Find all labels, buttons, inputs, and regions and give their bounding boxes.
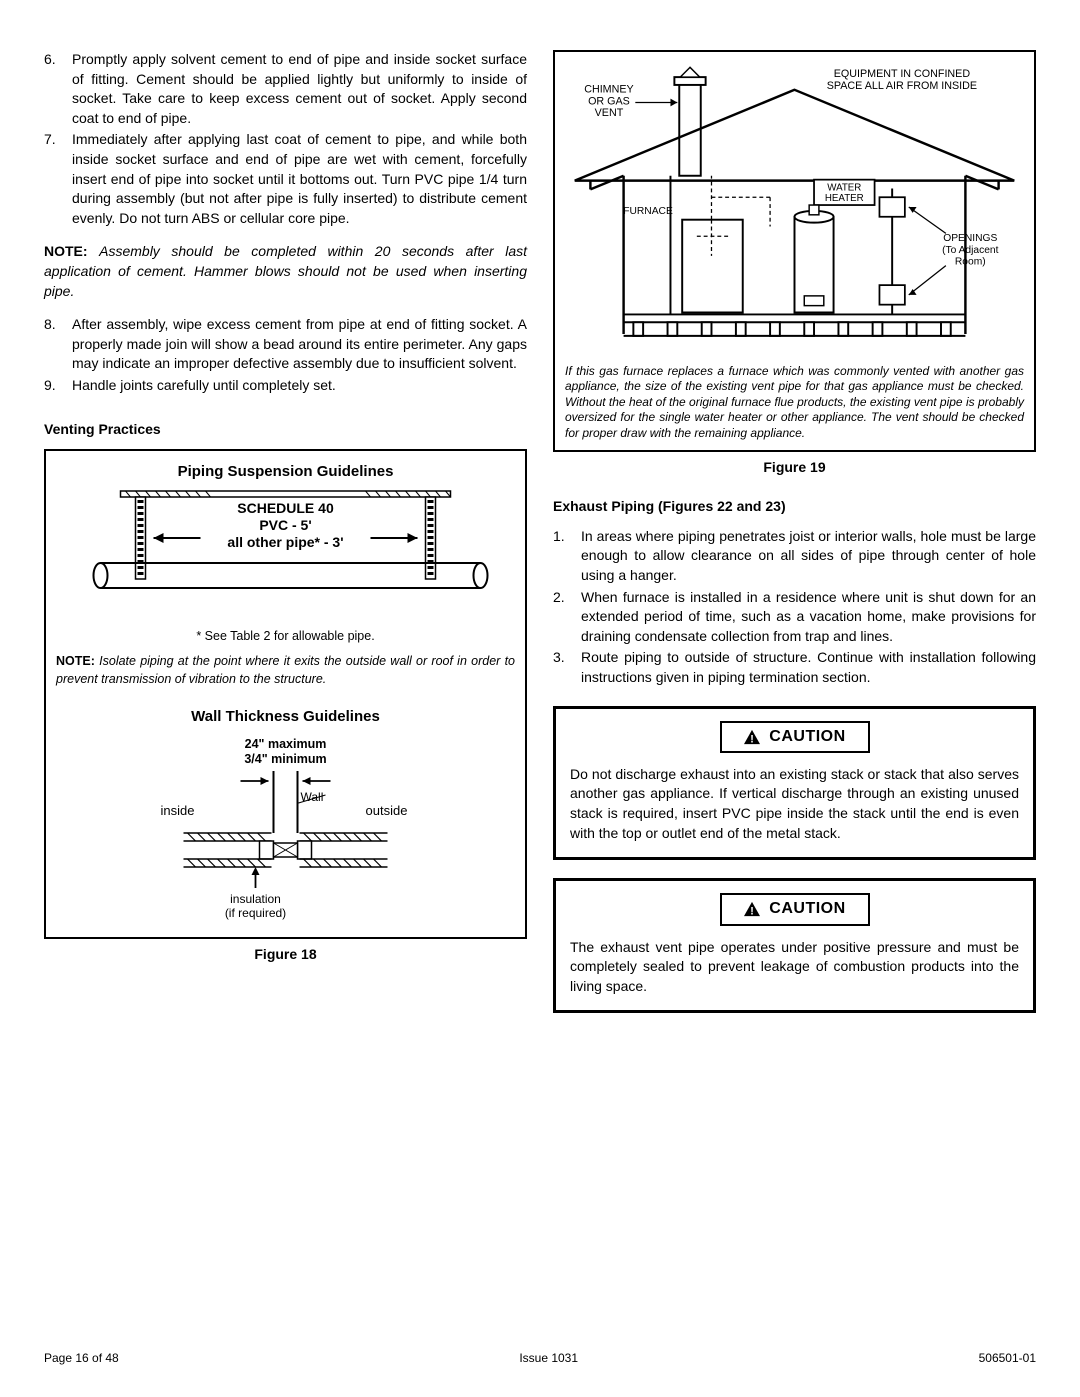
note-text: Assembly should be completed within 20 s… <box>44 243 527 298</box>
wall-thickness-title: Wall Thickness Guidelines <box>56 706 515 727</box>
piping-suspension-title: Piping Suspension Guidelines <box>56 461 515 482</box>
item-text: In areas where piping penetrates joist o… <box>581 527 1036 586</box>
openings-label-2: (To Adjacent <box>942 245 999 256</box>
inside-label: inside <box>161 803 195 818</box>
list-item: 7. Immediately after applying last coat … <box>44 130 527 228</box>
list-item: 6. Promptly apply solvent cement to end … <box>44 50 527 128</box>
caution-box-1: ! CAUTION Do not discharge exhaust into … <box>553 706 1036 861</box>
list-item: 8. After assembly, wipe excess cement fr… <box>44 315 527 374</box>
pvc-label: PVC - 5' <box>259 517 311 533</box>
max-label: 24" maximum <box>245 737 327 751</box>
isolate-text: Isolate piping at the point where it exi… <box>56 654 515 686</box>
exhaust-piping-heading: Exhaust Piping (Figures 22 and 23) <box>553 497 1036 517</box>
piping-diagram: SCHEDULE 40 PVC - 5' all other pipe* - 3… <box>56 488 515 618</box>
figure-19-box: CHIMNEY OR GAS VENT EQUIPMENT IN CONFINE… <box>553 50 1036 452</box>
warning-icon: ! <box>743 901 761 917</box>
figure-18-box: Piping Suspension Guidelines SCHEDULE <box>44 449 527 939</box>
warning-icon: ! <box>743 729 761 745</box>
assembly-note: NOTE: Assembly should be completed withi… <box>44 242 527 301</box>
equip-label-2: SPACE ALL AIR FROM INSIDE <box>827 80 977 92</box>
footer-issue: Issue 1031 <box>519 1350 578 1367</box>
footer-docnum: 506501-01 <box>979 1350 1036 1367</box>
assembly-steps-list-a: 6. Promptly apply solvent cement to end … <box>44 50 527 228</box>
caution-header: ! CAUTION <box>720 721 870 753</box>
left-column: 6. Promptly apply solvent cement to end … <box>44 50 527 1031</box>
svg-text:!: ! <box>751 906 755 918</box>
item-number: 9. <box>44 376 72 396</box>
item-number: 2. <box>553 588 581 647</box>
other-pipe-label: all other pipe* - 3' <box>227 534 343 550</box>
caution-box-2: ! CAUTION The exhaust vent pipe operates… <box>553 878 1036 1013</box>
page-footer: Page 16 of 48 Issue 1031 506501-01 <box>44 1350 1036 1367</box>
isolate-note: NOTE: Isolate piping at the point where … <box>56 653 515 688</box>
openings-label-3: Room) <box>955 257 986 268</box>
see-table-note: * See Table 2 for allowable pipe. <box>56 628 515 646</box>
item-number: 3. <box>553 648 581 687</box>
insulation-required-label: (if required) <box>225 906 286 920</box>
caution-header: ! CAUTION <box>720 893 870 925</box>
furnace-label: FURNACE <box>623 206 673 217</box>
caution-word: CAUTION <box>769 726 845 748</box>
insulation-label: insulation <box>230 892 281 906</box>
schedule-40-label: SCHEDULE 40 <box>237 500 334 516</box>
figure-18-caption: Figure 18 <box>44 945 527 965</box>
item-text: When furnace is installed in a residence… <box>581 588 1036 647</box>
exhaust-list: 1. In areas where piping penetrates jois… <box>553 527 1036 688</box>
figure-19-note: If this gas furnace replaces a furnace w… <box>565 364 1024 442</box>
item-text: Route piping to outside of structure. Co… <box>581 648 1036 687</box>
item-text: After assembly, wipe excess cement from … <box>72 315 527 374</box>
item-number: 8. <box>44 315 72 374</box>
min-label: 3/4" minimum <box>244 752 326 766</box>
list-item: 1. In areas where piping penetrates jois… <box>553 527 1036 586</box>
wall-diagram: 24" maximum 3/4" minimum Wall inside out… <box>56 733 515 923</box>
item-number: 1. <box>553 527 581 586</box>
item-text: Handle joints carefully until completely… <box>72 376 527 396</box>
note-label: NOTE: <box>44 243 88 259</box>
figure-19-caption: Figure 19 <box>553 458 1036 478</box>
isolate-label: NOTE: <box>56 654 95 668</box>
equip-label-1: EQUIPMENT IN CONFINED <box>834 68 971 80</box>
chimney-label-2: OR GAS <box>588 95 630 107</box>
water-label: WATER <box>827 182 861 193</box>
list-item: 9. Handle joints carefully until complet… <box>44 376 527 396</box>
item-text: Promptly apply solvent cement to end of … <box>72 50 527 128</box>
caution-text: The exhaust vent pipe operates under pos… <box>570 938 1019 997</box>
list-item: 2. When furnace is installed in a reside… <box>553 588 1036 647</box>
chimney-label-1: CHIMNEY <box>584 84 634 96</box>
venting-practices-heading: Venting Practices <box>44 420 527 440</box>
assembly-steps-list-b: 8. After assembly, wipe excess cement fr… <box>44 315 527 395</box>
list-item: 3. Route piping to outside of structure.… <box>553 648 1036 687</box>
caution-word: CAUTION <box>769 898 845 920</box>
svg-text:!: ! <box>751 733 755 745</box>
heater-label: HEATER <box>825 193 864 204</box>
outside-label: outside <box>366 803 408 818</box>
item-text: Immediately after applying last coat of … <box>72 130 527 228</box>
house-diagram: CHIMNEY OR GAS VENT EQUIPMENT IN CONFINE… <box>565 62 1024 352</box>
item-number: 6. <box>44 50 72 128</box>
item-number: 7. <box>44 130 72 228</box>
right-column: CHIMNEY OR GAS VENT EQUIPMENT IN CONFINE… <box>553 50 1036 1031</box>
openings-label-1: OPENINGS <box>943 233 997 244</box>
chimney-label-3: VENT <box>595 107 624 119</box>
footer-page: Page 16 of 48 <box>44 1350 119 1367</box>
caution-text: Do not discharge exhaust into an existin… <box>570 765 1019 843</box>
